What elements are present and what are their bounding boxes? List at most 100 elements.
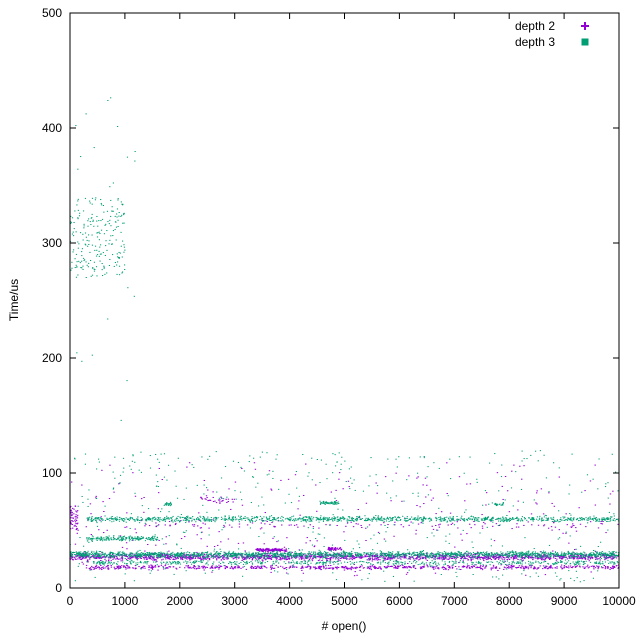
data-point-depth-3: [163, 556, 165, 558]
data-point-depth-2: [485, 565, 488, 567]
data-point-depth-2: [597, 567, 600, 569]
data-point-depth-3: [342, 551, 344, 553]
data-point-depth-2: [73, 513, 75, 515]
data-point-depth-3: [357, 554, 359, 556]
data-point-depth-2: [192, 567, 194, 569]
data-point-depth-2: [224, 557, 226, 559]
data-point-depth-2: [585, 555, 587, 557]
data-point-depth-3: [261, 553, 263, 555]
data-point-depth-2: [588, 556, 590, 558]
data-point-depth-3: [326, 554, 328, 556]
data-point-depth-3: [528, 554, 531, 556]
data-point-depth-2: [502, 556, 504, 558]
data-point-depth-2: [286, 556, 288, 558]
data-point-depth-3: [605, 553, 607, 555]
data-point-depth-2: [232, 558, 234, 560]
data-point-depth-2: [458, 566, 460, 568]
data-point-depth-3: [492, 555, 494, 557]
data-point-depth-3: [306, 556, 308, 558]
data-point-depth-3: [129, 556, 131, 558]
data-point-depth-3: [489, 556, 492, 558]
data-point-depth-3: [334, 556, 336, 558]
data-point-depth-3: [318, 554, 320, 556]
data-point-depth-2: [409, 566, 411, 568]
data-point-depth-3: [581, 554, 583, 556]
data-point-depth-3: [426, 553, 428, 555]
data-point-depth-3: [276, 553, 278, 555]
data-point-depth-2: [469, 483, 472, 485]
data-point-depth-3: [128, 555, 130, 557]
data-point-depth-3: [497, 554, 500, 556]
data-point-depth-3: [128, 554, 130, 556]
data-point-depth-2: [376, 554, 379, 556]
data-point-depth-2: [230, 508, 232, 510]
data-point-depth-2: [264, 512, 267, 514]
data-point-depth-3: [396, 551, 399, 553]
data-point-depth-2: [364, 555, 366, 557]
data-point-depth-2: [380, 568, 382, 570]
data-point-depth-3: [460, 553, 463, 555]
data-point-depth-2: [492, 556, 495, 558]
data-point-depth-2: [184, 555, 187, 557]
data-point-depth-3: [372, 517, 375, 519]
data-point-depth-2: [264, 554, 266, 556]
data-point-depth-3: [593, 554, 595, 556]
data-point-depth-2: [548, 492, 550, 494]
data-point-depth-2: [478, 556, 481, 558]
data-point-depth-3: [582, 554, 584, 556]
data-point-depth-3: [217, 553, 220, 555]
data-point-depth-2: [592, 566, 595, 568]
data-point-depth-3: [411, 553, 413, 555]
data-point-depth-3: [88, 555, 90, 557]
data-point-depth-2: [417, 556, 419, 558]
data-point-depth-2: [285, 557, 287, 559]
data-point-depth-2: [117, 566, 120, 568]
data-point-depth-2: [169, 566, 171, 568]
data-point-depth-2: [257, 558, 259, 560]
data-point-depth-3: [531, 555, 533, 557]
data-point-depth-2: [130, 556, 132, 558]
data-point-depth-2: [298, 500, 300, 502]
data-point-depth-2: [266, 547, 268, 549]
data-point-depth-2: [222, 557, 224, 559]
data-point-depth-2: [394, 567, 396, 569]
data-point-depth-2: [180, 558, 182, 560]
data-point-depth-3: [268, 556, 270, 558]
data-point-depth-3: [478, 553, 481, 555]
data-point-depth-2: [454, 557, 456, 559]
data-point-depth-2: [276, 552, 279, 554]
data-point-depth-2: [266, 549, 269, 551]
data-point-depth-2: [331, 547, 333, 549]
data-point-depth-2: [335, 489, 337, 491]
data-point-depth-2: [549, 558, 551, 560]
data-point-depth-3: [152, 553, 154, 555]
data-point-depth-3: [457, 550, 459, 552]
data-point-depth-2: [155, 559, 157, 561]
data-point-depth-3: [241, 556, 243, 558]
data-point-depth-3: [177, 554, 179, 556]
data-point-depth-3: [541, 555, 543, 557]
data-point-depth-3: [530, 553, 532, 555]
data-point-depth-2: [290, 557, 293, 559]
data-point-depth-3: [339, 518, 341, 520]
data-point-depth-2: [204, 558, 206, 560]
data-point-depth-3: [155, 553, 158, 555]
data-point-depth-2: [470, 565, 473, 567]
data-point-depth-2: [281, 548, 284, 550]
data-point-depth-2: [193, 565, 195, 567]
data-point-depth-2: [527, 555, 530, 557]
data-point-depth-2: [567, 565, 570, 567]
data-point-depth-2: [264, 550, 267, 552]
data-point-depth-2: [503, 558, 505, 560]
data-point-depth-2: [377, 531, 380, 533]
data-point-depth-2: [584, 558, 587, 560]
data-point-depth-2: [288, 561, 290, 563]
data-point-depth-2: [336, 525, 338, 527]
data-point-depth-3: [188, 552, 191, 554]
data-point-depth-3: [410, 555, 413, 557]
data-point-depth-2: [261, 556, 263, 558]
data-point-depth-3: [233, 554, 235, 556]
data-point-depth-2: [134, 554, 136, 556]
data-point-depth-3: [504, 554, 506, 556]
data-point-depth-2: [408, 475, 410, 477]
